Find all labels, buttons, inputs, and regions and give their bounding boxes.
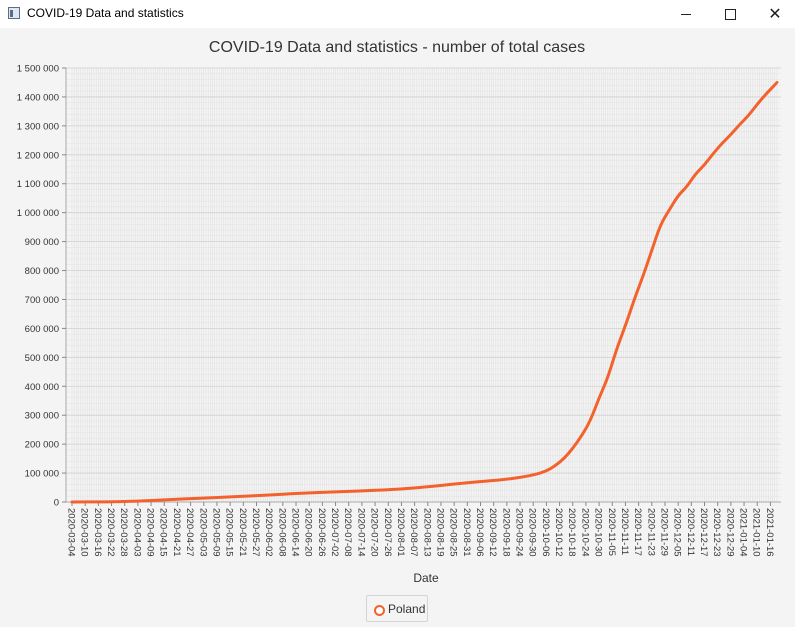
x-tick-label: 2020-07-14 [355,508,366,557]
x-tick-label: 2020-07-08 [342,508,353,557]
x-tick-label: 2020-06-14 [290,508,301,557]
close-button[interactable]: ✕ [752,0,795,28]
maximize-button[interactable] [707,0,753,28]
x-tick-label: 2020-09-30 [527,508,538,557]
y-tick-label: 700 000 [25,295,59,306]
x-tick-label: 2020-08-07 [408,508,419,557]
x-tick-label: 2020-03-28 [118,508,129,557]
axis-layer: 0 100 000 200 000 300 000 400 000 500 000 600 … [17,64,781,557]
x-tick-label: 2020-10-18 [566,508,577,557]
y-tick-label: 800 000 [25,266,59,277]
minimize-icon [681,13,691,15]
y-tick-label: 300 000 [25,411,59,422]
window-title: COVID-19 Data and statistics [27,6,184,20]
y-tick-label: 400 000 [25,382,59,393]
y-tick-label: 1 200 000 [17,150,59,161]
x-tick-label: 2020-12-17 [698,508,709,557]
y-tick-label: 1 100 000 [17,179,59,190]
x-tick-label: 2020-03-22 [105,508,116,557]
x-tick-label: 2020-04-21 [171,508,182,557]
y-tick-label: 1 500 000 [17,64,59,75]
x-tick-label: 2020-06-20 [303,508,314,557]
x-tick-label: 2020-04-03 [131,508,142,557]
y-tick-label: 900 000 [25,237,59,248]
y-tick-label: 100 000 [25,469,59,480]
x-tick-label: 2020-04-27 [184,508,195,557]
x-tick-label: 2020-08-19 [434,508,445,557]
x-tick-label: 2020-07-20 [369,508,380,557]
series-layer [70,81,779,504]
x-tick-label: 2020-05-03 [197,508,208,557]
grid-layer [66,67,781,503]
x-tick-label: 2020-04-09 [145,508,156,557]
legend: Poland [366,595,428,622]
line-chart: COVID-19 Data and statistics - number of… [17,39,781,585]
x-tick-label: 2020-03-16 [92,508,103,557]
x-tick-label: 2020-03-10 [79,508,90,557]
x-tick-label: 2020-05-15 [224,508,235,557]
x-tick-label: 2020-07-26 [382,508,393,557]
minimize-button[interactable] [663,0,709,28]
x-tick-label: 2020-06-08 [276,508,287,557]
x-axis-label: Date [413,571,439,585]
x-tick-label: 2020-09-06 [474,508,485,557]
x-tick-label: 2020-10-24 [579,508,590,557]
x-tick-label: 2020-11-23 [645,508,656,556]
x-tick-label: 2020-07-02 [329,508,340,557]
app-window-icon [8,7,20,19]
x-tick-label: 2020-08-25 [448,508,459,557]
maximize-icon [724,8,736,20]
x-tick-label: 2020-09-12 [487,508,498,557]
series-line-poland [70,81,779,504]
x-tick-label: 2021-01-04 [738,508,749,557]
y-tick-label: 1 400 000 [17,92,59,103]
x-tick-label: 2020-03-04 [66,508,77,557]
x-tick-label: 2020-11-05 [606,508,617,556]
chart-title: COVID-19 Data and statistics - number of… [209,39,585,56]
x-tick-label: 2020-08-01 [395,508,406,557]
x-tick-label: 2021-01-10 [751,508,762,557]
x-tick-label: 2020-11-11 [619,508,630,555]
y-tick-label: 1 300 000 [17,121,59,132]
legend-swatch-poland [374,605,385,616]
x-tick-label: 2020-06-02 [263,508,274,557]
window-titlebar: COVID-19 Data and statistics ✕ [0,0,795,28]
x-tick-label: 2020-11-17 [632,508,643,556]
y-tick-label: 1 000 000 [17,208,59,219]
x-tick-label: 2020-04-15 [158,508,169,557]
x-tick-label: 2020-11-29 [658,508,669,556]
y-tick-label: 200 000 [25,440,59,451]
x-tick-label: 2020-08-31 [461,508,472,557]
x-tick-label: 2020-09-24 [514,508,525,557]
x-tick-label: 2020-12-23 [711,508,722,557]
x-tick-label: 2020-10-12 [553,508,564,557]
x-tick-label: 2020-05-21 [237,508,248,557]
x-tick-label: 2021-01-16 [764,508,775,557]
x-tick-label: 2020-05-27 [250,508,261,557]
x-tick-label: 2020-08-13 [421,508,432,557]
x-tick-label: 2020-10-06 [540,508,551,557]
x-tick-label: 2020-12-05 [672,508,683,557]
x-tick-label: 2020-09-18 [500,508,511,557]
y-tick-label: 600 000 [25,324,59,335]
x-tick-label: 2020-05-09 [210,508,221,557]
close-icon: ✕ [768,6,782,23]
y-tick-label: 500 000 [25,353,59,364]
y-tick-label: 0 [54,498,59,509]
x-tick-label: 2020-12-29 [724,508,735,557]
x-tick-label: 2020-12-11 [685,508,696,556]
x-tick-label: 2020-10-30 [593,508,604,557]
legend-label-poland: Poland [388,602,426,616]
x-tick-label: 2020-06-26 [316,508,327,557]
